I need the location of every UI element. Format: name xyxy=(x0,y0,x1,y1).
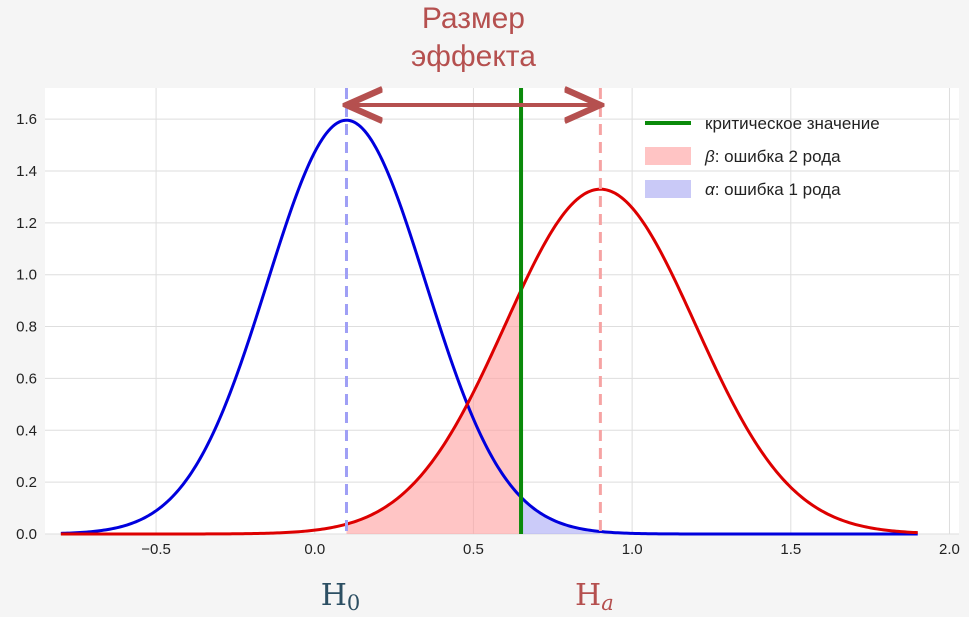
shaded-regions xyxy=(346,290,601,534)
legend-label: β: ошибка 2 рода xyxy=(704,147,841,166)
chart-title: Размер эффекта xyxy=(411,2,536,73)
y-tick-label: 0.2 xyxy=(16,474,37,491)
ha_label: Ha xyxy=(575,578,614,615)
x-tick-label: 1.0 xyxy=(622,541,643,558)
y-tick-label: 0.8 xyxy=(16,319,37,336)
beta-region xyxy=(346,290,522,534)
h0-curve xyxy=(60,118,918,536)
y-tick-label: 0.4 xyxy=(16,422,37,439)
y-tick-label: 0.0 xyxy=(16,526,37,543)
legend-label: критическое значение xyxy=(705,114,880,133)
y-tick-label: 1.2 xyxy=(16,215,37,232)
alpha-region xyxy=(521,497,601,534)
distribution-curves xyxy=(60,118,918,536)
y-tick-label: 1.4 xyxy=(16,163,37,180)
y-tick-label: 0.6 xyxy=(16,370,37,387)
axis-tick-labels: −0.5 0.0 0.5 1.0 1.5 2.0 0.0 0.2 0.4 0.6 0.8 1.0 1.2… xyxy=(16,111,960,558)
legend: критическое значение β: ошибка 2 рода α: о… xyxy=(645,114,880,199)
x-tick-label: 2.0 xyxy=(939,541,960,558)
x-tick-label: 0.0 xyxy=(304,541,325,558)
legend-swatch xyxy=(645,180,691,198)
title-line: эффекта xyxy=(411,40,536,73)
y-tick-label: 1.0 xyxy=(16,267,37,284)
ha-curve xyxy=(60,187,918,536)
y-tick-label: 1.6 xyxy=(16,111,37,128)
hypothesis-labels: H0 Ha xyxy=(321,578,614,615)
x-tick-label: −0.5 xyxy=(141,541,171,558)
legend-label: α: ошибка 1 рода xyxy=(705,180,841,199)
reference-lines xyxy=(344,88,602,534)
h0_label: H0 xyxy=(321,578,361,615)
x-tick-label: 1.5 xyxy=(780,541,801,558)
legend-swatch xyxy=(645,147,691,165)
x-tick-label: 0.5 xyxy=(463,541,484,558)
title-line: Размер xyxy=(422,2,525,35)
